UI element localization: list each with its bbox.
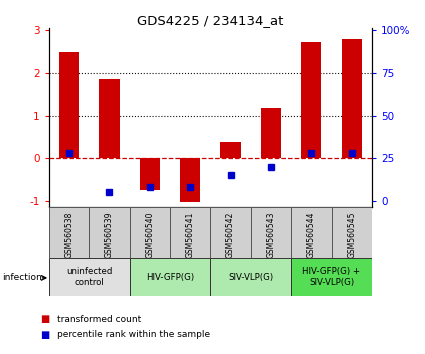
Text: GSM560542: GSM560542 <box>226 211 235 258</box>
Bar <box>332 207 372 258</box>
Bar <box>301 42 321 158</box>
Title: GDS4225 / 234134_at: GDS4225 / 234134_at <box>137 14 283 27</box>
Text: SIV-VLP(G): SIV-VLP(G) <box>228 273 273 281</box>
Bar <box>49 258 130 296</box>
Bar <box>291 258 372 296</box>
Text: percentile rank within the sample: percentile rank within the sample <box>57 330 210 339</box>
Text: GSM560540: GSM560540 <box>145 211 154 258</box>
Text: ■: ■ <box>40 314 50 324</box>
Bar <box>89 207 130 258</box>
Text: GSM560539: GSM560539 <box>105 211 114 258</box>
Text: GSM560544: GSM560544 <box>307 211 316 258</box>
Text: HIV-GFP(G) +
SIV-VLP(G): HIV-GFP(G) + SIV-VLP(G) <box>303 267 360 287</box>
Bar <box>221 142 241 158</box>
Bar <box>210 258 291 296</box>
Text: GSM560543: GSM560543 <box>266 211 275 258</box>
Bar <box>291 207 332 258</box>
Text: GSM560538: GSM560538 <box>65 211 74 258</box>
Bar <box>210 207 251 258</box>
Bar <box>170 207 210 258</box>
Text: infection: infection <box>2 273 42 282</box>
Bar <box>59 52 79 158</box>
Text: ■: ■ <box>40 330 50 339</box>
Text: transformed count: transformed count <box>57 315 142 324</box>
Bar <box>99 79 119 158</box>
Bar <box>49 207 89 258</box>
Text: HIV-GFP(G): HIV-GFP(G) <box>146 273 194 281</box>
Bar <box>261 108 281 158</box>
Bar <box>130 258 210 296</box>
Text: GSM560545: GSM560545 <box>347 211 356 258</box>
Text: GSM560541: GSM560541 <box>186 211 195 258</box>
Bar <box>140 158 160 190</box>
Bar <box>130 207 170 258</box>
Text: uninfected
control: uninfected control <box>66 267 113 287</box>
Bar <box>180 158 200 201</box>
Bar <box>251 207 291 258</box>
Bar <box>342 39 362 158</box>
